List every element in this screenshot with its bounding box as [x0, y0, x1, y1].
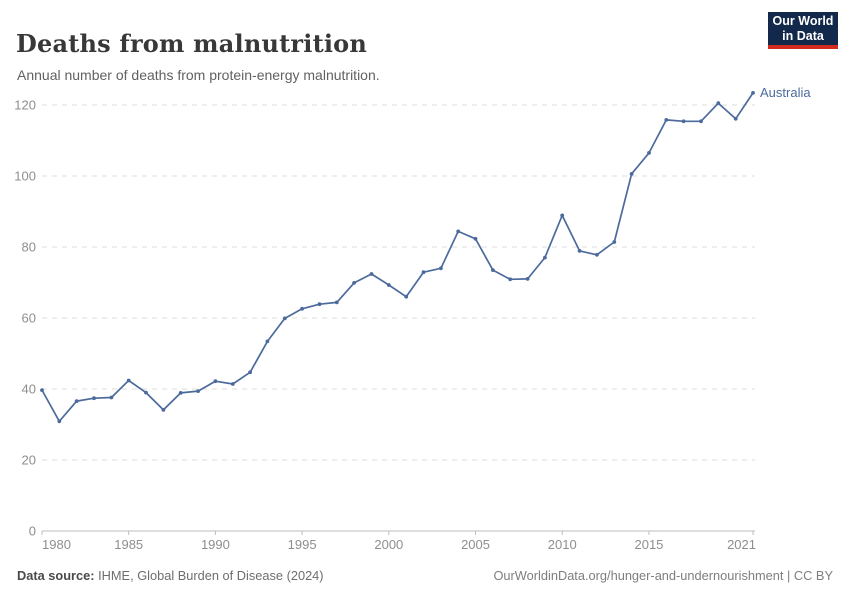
owid-logo-line2: in Data: [782, 28, 824, 43]
data-source-value: IHME, Global Burden of Disease (2024): [94, 568, 324, 583]
data-source-label: Data source:: [17, 568, 95, 583]
data-point[interactable]: [629, 172, 634, 176]
entity-label: Australia: [760, 84, 811, 100]
data-point[interactable]: [196, 389, 201, 393]
owid-logo[interactable]: Our World in Data: [768, 12, 838, 49]
y-tick-label: 40: [22, 382, 36, 397]
data-point[interactable]: [716, 101, 721, 106]
data-point[interactable]: [543, 255, 547, 260]
data-line: [41, 92, 754, 423]
y-tick-label: 60: [22, 311, 36, 326]
data-point[interactable]: [560, 213, 565, 218]
data-point[interactable]: [612, 240, 617, 244]
x-tick-label: 2015: [634, 537, 663, 552]
data-point[interactable]: [456, 229, 461, 234]
data-point[interactable]: [126, 378, 131, 383]
data-point[interactable]: [404, 294, 409, 299]
x-tick-label: 1990: [201, 537, 230, 552]
data-point[interactable]: [421, 270, 426, 275]
y-tick-label: 100: [14, 169, 36, 184]
x-tick-label: 1980: [42, 537, 71, 552]
chart-subtitle: Annual number of deaths from protein-ene…: [17, 67, 380, 83]
y-tick-label: 0: [29, 524, 36, 539]
data-point[interactable]: [699, 119, 703, 124]
x-tick-label: 2000: [374, 537, 403, 552]
data-point[interactable]: [74, 399, 79, 403]
data-point[interactable]: [40, 388, 44, 392]
y-tick-label: 20: [22, 453, 36, 468]
data-point[interactable]: [525, 277, 530, 281]
x-tick-label: 2021: [727, 537, 756, 552]
data-point[interactable]: [57, 419, 62, 424]
y-tick-label: 80: [22, 240, 36, 255]
data-point[interactable]: [577, 249, 582, 253]
x-tick-label: 1985: [114, 537, 143, 552]
data-point[interactable]: [647, 151, 651, 155]
data-point[interactable]: [386, 283, 391, 287]
data-point[interactable]: [595, 252, 599, 257]
chart-footer: Data source: IHME, Global Burden of Dise…: [17, 568, 833, 583]
x-tick-label: 2005: [461, 537, 490, 552]
data-point[interactable]: [161, 408, 166, 412]
y-tick-label: 120: [14, 98, 36, 113]
data-point[interactable]: [751, 91, 755, 95]
data-point[interactable]: [352, 281, 356, 285]
data-point[interactable]: [334, 300, 339, 305]
data-point[interactable]: [300, 306, 304, 311]
data-point[interactable]: [144, 390, 148, 395]
data-point[interactable]: [317, 302, 322, 307]
data-point[interactable]: [664, 118, 669, 122]
data-point[interactable]: [265, 339, 270, 344]
data-point[interactable]: [733, 116, 738, 121]
data-point[interactable]: [282, 316, 287, 321]
data-point[interactable]: [92, 396, 96, 401]
x-tick-label: 1995: [288, 537, 317, 552]
data-point[interactable]: [248, 370, 253, 375]
data-point[interactable]: [109, 395, 114, 400]
data-point[interactable]: [508, 277, 513, 282]
data-point[interactable]: [178, 391, 183, 395]
page-title: Deaths from malnutrition: [16, 29, 368, 59]
x-tick-label: 2010: [548, 537, 577, 552]
data-point[interactable]: [439, 266, 443, 271]
data-point[interactable]: [473, 236, 478, 241]
owid-logo-line1: Our World: [772, 13, 834, 28]
data-point[interactable]: [230, 382, 235, 386]
data-point[interactable]: [213, 379, 218, 384]
data-point[interactable]: [491, 268, 495, 272]
data-source: Data source: IHME, Global Burden of Dise…: [17, 568, 324, 583]
credit-link[interactable]: OurWorldinData.org/hunger-and-undernouri…: [493, 568, 833, 583]
data-point[interactable]: [681, 119, 686, 124]
data-point[interactable]: [369, 272, 374, 276]
